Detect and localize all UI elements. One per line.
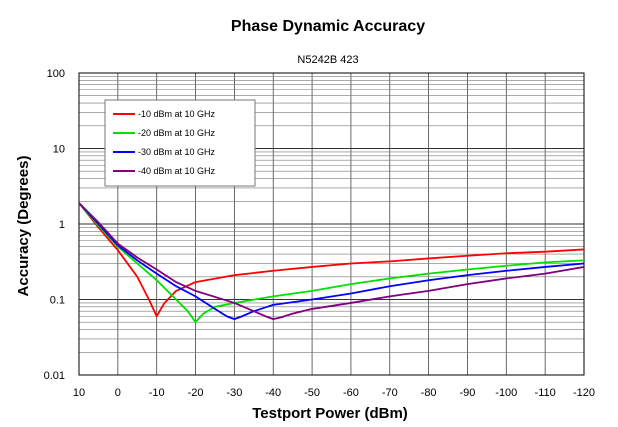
y-tick-label: 100 [47,68,65,80]
x-tick-label: -10 [149,387,165,399]
series-layer [78,202,585,324]
x-tick-label: -60 [343,387,359,399]
x-tick-label: -100 [495,387,517,399]
chart-title: Phase Dynamic Accuracy [231,18,425,35]
x-tick-label: -90 [460,387,476,399]
legend-label: -20 dBm at 10 GHz [138,128,216,138]
x-tick-label: -20 [188,387,204,399]
series-line-4 [78,202,585,321]
x-tick-label: -30 [226,387,242,399]
series-line-2 [78,202,585,324]
y-tick-label: 0.1 [50,295,65,307]
legend-label: -30 dBm at 10 GHz [138,147,216,157]
x-tick-label: 0 [115,387,121,399]
chart-subtitle: N5242B 423 [297,54,358,66]
legend: -10 dBm at 10 GHz -20 dBm at 10 GHz -30 dB… [104,99,256,187]
plot-frame [78,72,585,376]
x-tick-label: -50 [304,387,320,399]
legend-items: -10 dBm at 10 GHz -20 dBm at 10 GHz -30 dB… [113,109,216,176]
series-line-1 [78,202,585,318]
x-tick-labels: 10 0 -10 -20 -30 -40 -50 -60 -70 -80 -90 -100 -110 -1… [73,387,595,399]
y-tick-label: 0.01 [44,370,65,382]
y-tick-label: 10 [53,144,65,156]
legend-label: -40 dBm at 10 GHz [138,166,216,176]
x-tick-label: -40 [265,387,281,399]
series-line-3 [78,202,585,321]
y-tick-label: 1 [59,219,65,231]
x-tick-label: -120 [573,387,595,399]
x-tick-label: -110 [535,387,556,399]
y-axis-label: Accuracy (Degrees) [15,156,32,297]
x-axis-label: Testport Power (dBm) [252,405,408,422]
x-tick-label: -80 [421,387,437,399]
legend-label: -10 dBm at 10 GHz [138,109,216,119]
y-tick-labels: 0.01 0.1 1 10 100 [44,68,65,382]
x-tick-label: 10 [73,387,85,399]
x-tick-label: -70 [382,387,398,399]
